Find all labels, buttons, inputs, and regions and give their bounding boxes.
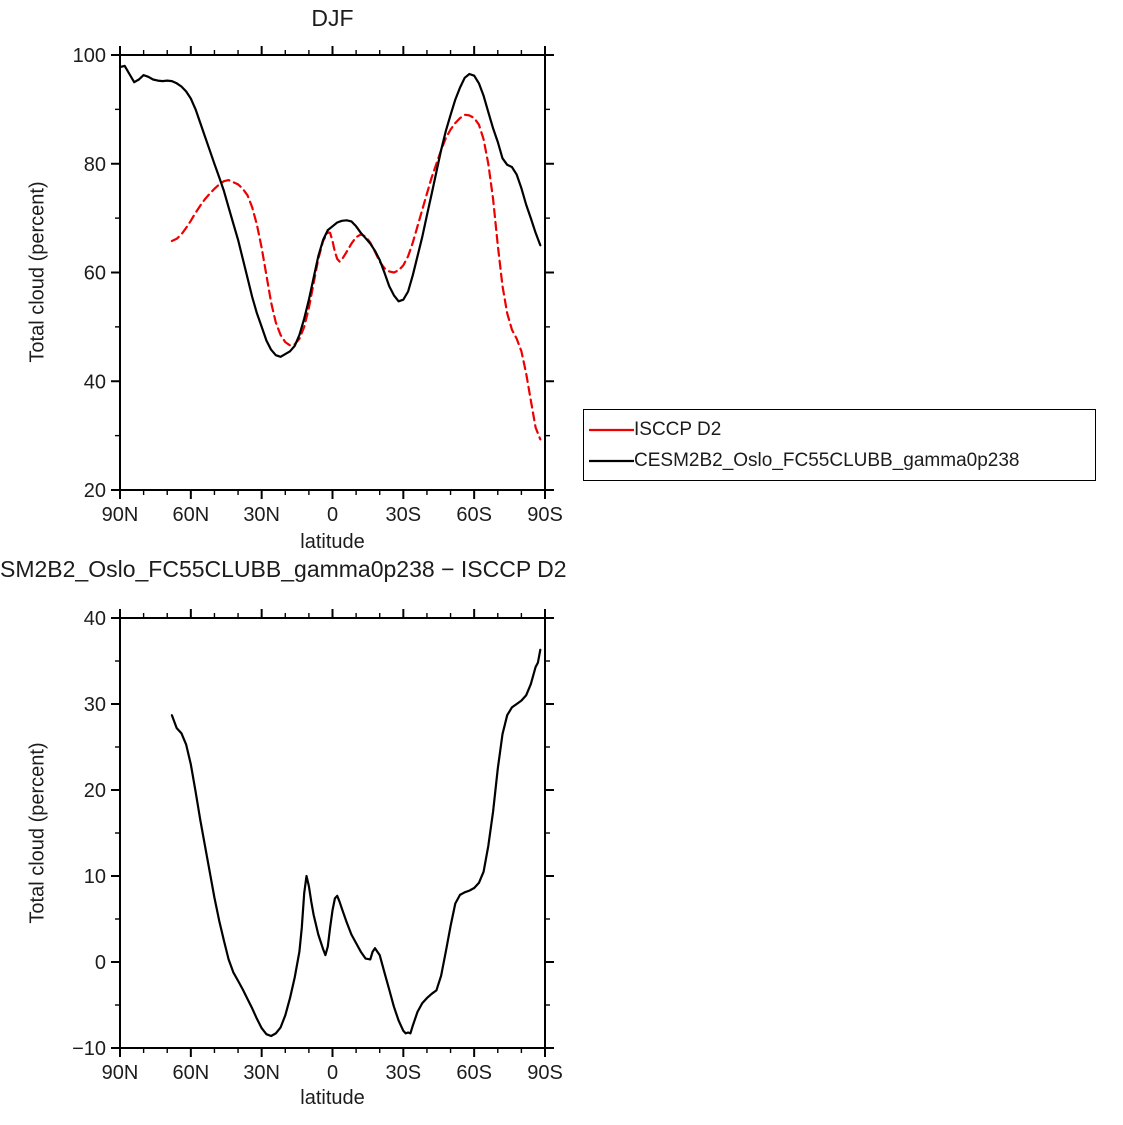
y-tick-label: 60 (84, 263, 106, 285)
x-tick-label: 30S (386, 504, 422, 526)
x-tick-label: 60S (456, 504, 492, 526)
x-tick-label: 90S (527, 504, 563, 526)
bottom-chart-title: SM2B2_Oslo_FC55CLUBB_gamma0p238 − ISCCP … (0, 556, 567, 582)
x-tick-label: 90S (527, 1062, 563, 1084)
bottom-chart: 90N 60N 30N 0 30S 60S 90S −10 0 10 20 30 40 (72, 608, 563, 1084)
y-tick-label: 30 (84, 694, 106, 716)
legend-entry-isccp: ISCCP D2 (588, 419, 1095, 441)
top-chart-title: DJF (311, 5, 354, 31)
legend-label-isccp: ISCCP D2 (634, 418, 722, 440)
y-tick-label: 20 (84, 780, 106, 802)
x-tick-label: 30N (243, 1062, 280, 1084)
series-line-cesm2b2-oslo-fc55clubb-gamma0p238-isccp-d2 (170, 648, 542, 1038)
y-tick-label: 40 (84, 371, 106, 393)
x-tick-label: 60N (172, 1062, 209, 1084)
legend: ISCCP D2 CESM2B2_Oslo_FC55CLUBB_gamma0p2… (583, 409, 1096, 481)
x-tick-label: 60N (172, 504, 209, 526)
y-tick-label: 80 (84, 154, 106, 176)
y-tick-label: 100 (73, 45, 106, 67)
x-tick-label: 0 (327, 1062, 338, 1084)
series-line-isccp-d2 (170, 113, 542, 441)
top-chart: 90N 60N 30N 0 30S 60S 90S 20 40 60 80 100 (73, 45, 563, 526)
x-tick-label: 30N (243, 504, 280, 526)
solid-line-sample-icon (589, 459, 634, 462)
dashed-line-sample-icon (589, 428, 634, 431)
legend-entry-cesm: CESM2B2_Oslo_FC55CLUBB_gamma0p238 (588, 450, 1095, 472)
y-tick-label: 10 (84, 866, 106, 888)
top-chart-xlabel: latitude (300, 531, 365, 553)
y-tick-label: −10 (72, 1038, 106, 1060)
bottom-chart-xlabel: latitude (300, 1087, 365, 1109)
y-tick-label: 0 (95, 952, 106, 974)
legend-label-cesm: CESM2B2_Oslo_FC55CLUBB_gamma0p238 (634, 449, 1020, 471)
axes (111, 46, 554, 499)
axes (111, 609, 554, 1057)
y-tick-label: 20 (84, 480, 106, 502)
x-tick-label: 90N (102, 1062, 139, 1084)
x-tick-label: 60S (456, 1062, 492, 1084)
series-line-cesm2b2-oslo-fc55clubb-gamma0p238 (118, 64, 542, 358)
x-tick-label: 90N (102, 504, 139, 526)
y-tick-label: 40 (84, 608, 106, 630)
x-tick-label: 30S (386, 1062, 422, 1084)
x-tick-label: 0 (327, 504, 338, 526)
